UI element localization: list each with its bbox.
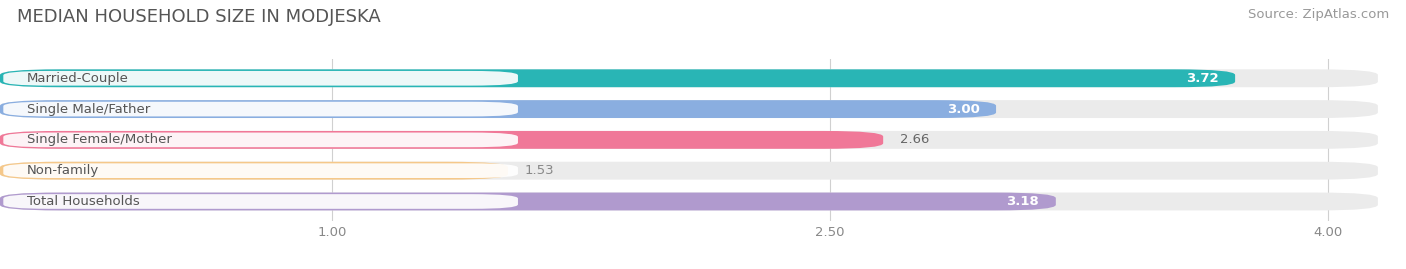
Text: Total Households: Total Households: [27, 195, 139, 208]
Text: 3.00: 3.00: [946, 102, 980, 116]
FancyBboxPatch shape: [3, 71, 517, 86]
Text: MEDIAN HOUSEHOLD SIZE IN MODJESKA: MEDIAN HOUSEHOLD SIZE IN MODJESKA: [17, 8, 381, 26]
FancyBboxPatch shape: [0, 131, 1378, 149]
FancyBboxPatch shape: [3, 163, 517, 178]
FancyBboxPatch shape: [0, 193, 1378, 210]
Text: Single Female/Mother: Single Female/Mother: [27, 133, 172, 146]
FancyBboxPatch shape: [3, 133, 517, 147]
Text: 2.66: 2.66: [900, 133, 929, 146]
FancyBboxPatch shape: [0, 162, 1378, 180]
Text: Single Male/Father: Single Male/Father: [27, 102, 150, 116]
FancyBboxPatch shape: [3, 102, 517, 116]
Text: 3.72: 3.72: [1185, 72, 1219, 85]
FancyBboxPatch shape: [0, 193, 1056, 210]
Text: 1.53: 1.53: [524, 164, 554, 177]
FancyBboxPatch shape: [0, 69, 1378, 87]
FancyBboxPatch shape: [0, 100, 995, 118]
FancyBboxPatch shape: [0, 100, 1378, 118]
Text: 3.18: 3.18: [1007, 195, 1039, 208]
Text: Non-family: Non-family: [27, 164, 98, 177]
FancyBboxPatch shape: [0, 69, 1234, 87]
Text: Married-Couple: Married-Couple: [27, 72, 128, 85]
FancyBboxPatch shape: [0, 162, 508, 180]
FancyBboxPatch shape: [3, 194, 517, 209]
FancyBboxPatch shape: [0, 131, 883, 149]
Text: Source: ZipAtlas.com: Source: ZipAtlas.com: [1249, 8, 1389, 21]
